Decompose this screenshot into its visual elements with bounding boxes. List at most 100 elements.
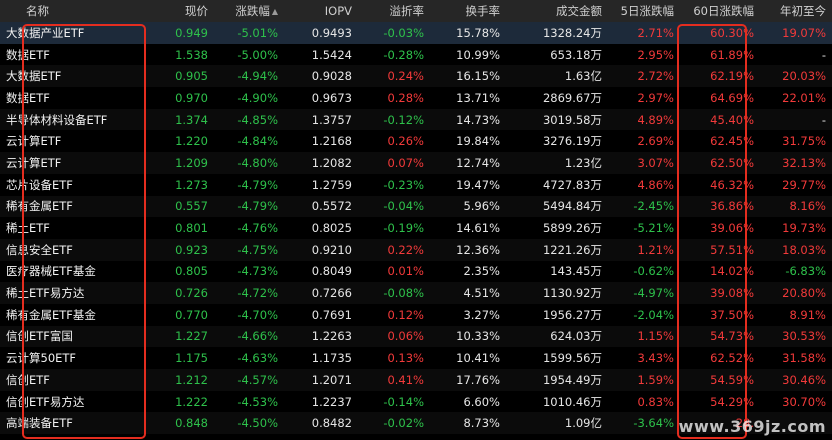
- cell-amount: 5899.26万: [542, 221, 602, 236]
- cell-ytd: -: [821, 112, 826, 127]
- table-row[interactable]: 数据ETF 1.538 -5.00% 1.5424 -0.28% 10.99% 653.18…: [0, 43, 832, 66]
- cell-iopv: 0.7691: [311, 307, 352, 322]
- cell-5day: 3.07%: [637, 155, 674, 170]
- cell-60day: 39.06%: [710, 221, 754, 236]
- table-row[interactable]: 信创ETF 1.212 -4.57% 1.2071 0.41% 17.76% 1954.49…: [0, 369, 832, 391]
- cell-60day: 57.51%: [710, 242, 754, 257]
- cell-ytd: 19.07%: [782, 25, 826, 40]
- cell-60day: 46.32%: [710, 177, 754, 192]
- table-row[interactable]: 云计算ETF 1.209 -4.80% 1.2082 0.07% 12.74% 1.23亿 3…: [0, 152, 832, 174]
- cell-price: 0.557: [175, 199, 208, 214]
- cell-60day: 62.19%: [710, 69, 754, 84]
- cell-change: -4.79%: [237, 177, 278, 192]
- cell-iopv: 0.9673: [311, 90, 352, 105]
- cell-60day: 54.29%: [710, 394, 754, 409]
- cell-turnover: 6.60%: [463, 394, 500, 409]
- table-row[interactable]: 云计算50ETF 1.175 -4.63% 1.1735 0.13% 10.41% 1599…: [0, 347, 832, 369]
- cell-name: 信创ETF: [6, 372, 50, 387]
- column-header-change[interactable]: 涨跌幅 ▲: [214, 0, 284, 22]
- table-row[interactable]: 稀土ETF 0.801 -4.76% 0.8025 -0.19% 14.61% 5899.2…: [0, 217, 832, 239]
- cell-change: -4.73%: [237, 264, 278, 279]
- table-body: 大数据产业ETF 0.949 -5.01% 0.9493 -0.03% 15.78% 132…: [0, 22, 832, 435]
- cell-60day: 36.86%: [710, 199, 754, 214]
- table-row[interactable]: 稀有金属ETF基金 0.770 -4.70% 0.7691 0.12% 3.27% 1956…: [0, 303, 832, 326]
- cell-iopv: 0.9210: [311, 242, 352, 257]
- cell-iopv: 1.5424: [311, 47, 352, 62]
- table-row[interactable]: 数据ETF 0.970 -4.90% 0.9673 0.28% 13.71% 2869.67…: [0, 87, 832, 109]
- cell-ytd: 8.91%: [789, 307, 826, 322]
- cell-iopv: 0.9028: [311, 69, 352, 84]
- cell-name: 稀土ETF易方达: [6, 286, 85, 301]
- column-header-60day[interactable]: 60日涨跌幅: [693, 4, 754, 18]
- cell-amount: 1328.24万: [542, 25, 602, 40]
- column-header-price[interactable]: 现价: [185, 4, 208, 18]
- column-header-ytd[interactable]: 年初至今: [780, 4, 826, 18]
- cell-name: 云计算ETF: [6, 155, 62, 170]
- table-row[interactable]: 稀有金属ETF 0.557 -4.79% 0.5572 -0.04% 5.96% 5494.…: [0, 195, 832, 218]
- cell-5day: 2.95%: [637, 47, 674, 62]
- cell-60day: 62.45%: [710, 134, 754, 149]
- cell-name: 信创ETF富国: [6, 329, 73, 344]
- cell-amount: 1130.92万: [542, 286, 602, 301]
- cell-amount: 5494.84万: [542, 199, 602, 214]
- table-row[interactable]: 半导体材料设备ETF 1.374 -4.85% 1.3757 -0.12% 14.73% 3…: [0, 108, 832, 131]
- cell-change: -4.70%: [237, 307, 278, 322]
- cell-name: 高端装备ETF: [6, 416, 73, 431]
- table-row[interactable]: 信息安全ETF 0.923 -4.75% 0.9210 0.22% 12.36% 1221.…: [0, 238, 832, 261]
- cell-turnover: 5.96%: [463, 199, 500, 214]
- cell-amount: 1599.56万: [542, 351, 602, 366]
- cell-amount: 624.03万: [550, 329, 602, 344]
- cell-premium: -0.02%: [383, 416, 424, 431]
- sort-up-triangle-icon: ▲: [271, 7, 278, 16]
- cell-price: 1.212: [175, 372, 208, 387]
- cell-premium: 0.28%: [387, 90, 424, 105]
- cell-premium: 0.01%: [387, 264, 424, 279]
- cell-price: 0.726: [175, 286, 208, 301]
- cell-60day: 39.08%: [710, 286, 754, 301]
- table-header-row: 名称 现价 涨跌幅 ▲ IOPV 溢折率 换手率 成交金额 5日涨跌幅 60日涨跌…: [0, 0, 832, 22]
- cell-name: 信创ETF易方达: [6, 394, 85, 409]
- cell-change: -4.76%: [237, 221, 278, 236]
- cell-name: 云计算ETF: [6, 134, 62, 149]
- cell-ytd: -: [821, 47, 826, 62]
- cell-change: -5.01%: [237, 25, 278, 40]
- table-row[interactable]: 大数据产业ETF 0.949 -5.01% 0.9493 -0.03% 15.78% 132…: [0, 22, 832, 44]
- cell-change: -5.00%: [237, 47, 278, 62]
- table-row[interactable]: 稀土ETF易方达 0.726 -4.72% 0.7266 -0.08% 4.51% 1130…: [0, 282, 832, 304]
- cell-amount: 1221.26万: [542, 242, 602, 257]
- cell-60day: 61.89%: [710, 47, 754, 62]
- cell-5day: 4.89%: [637, 112, 674, 127]
- cell-iopv: 1.2759: [311, 177, 352, 192]
- cell-turnover: 16.15%: [456, 69, 500, 84]
- cell-amount: 143.45万: [550, 264, 602, 279]
- cell-ytd: 30.46%: [782, 372, 826, 387]
- cell-ytd: 31.75%: [782, 134, 826, 149]
- column-header-premium[interactable]: 溢折率: [389, 4, 425, 18]
- table-row[interactable]: 芯片设备ETF 1.273 -4.79% 1.2759 -0.23% 19.47% 4727…: [0, 173, 832, 196]
- table-row[interactable]: 大数据ETF 0.905 -4.94% 0.9028 0.24% 16.15% 1.63亿 2…: [0, 65, 832, 88]
- cell-iopv: 1.3757: [311, 112, 352, 127]
- cell-change: -4.63%: [237, 351, 278, 366]
- cell-60day: 45.40%: [710, 112, 754, 127]
- cell-amount: 653.18万: [550, 47, 602, 62]
- cell-amount: 1010.46万: [542, 394, 602, 409]
- table-row[interactable]: 信创ETF富国 1.227 -4.66% 1.2263 0.06% 10.33% 624.0…: [0, 325, 832, 348]
- table-row[interactable]: 云计算ETF 1.220 -4.84% 1.2168 0.26% 19.84% 3276.1…: [0, 130, 832, 153]
- table-row[interactable]: 医疗器械ETF基金 0.805 -4.73% 0.8049 0.01% 2.35% 143.…: [0, 260, 832, 283]
- column-header-amount[interactable]: 成交金额: [556, 4, 602, 18]
- column-header-turnover[interactable]: 换手率: [465, 4, 501, 18]
- cell-60day: 14.02%: [710, 264, 754, 279]
- column-header-name[interactable]: 名称: [26, 4, 49, 18]
- table-row[interactable]: 信创ETF易方达 1.222 -4.53% 1.2237 -0.14% 6.60% 1010…: [0, 390, 832, 413]
- cell-name: 大数据ETF: [6, 69, 62, 84]
- column-header-iopv[interactable]: IOPV: [324, 4, 352, 18]
- cell-premium: 0.12%: [387, 307, 424, 322]
- cell-ytd: 19.73%: [782, 221, 826, 236]
- cell-amount: 1956.27万: [542, 307, 602, 322]
- cell-price: 1.374: [175, 112, 208, 127]
- column-header-5day[interactable]: 5日涨跌幅: [620, 4, 674, 18]
- cell-5day: 2.97%: [637, 90, 674, 105]
- table-row[interactable]: 高端装备ETF 0.848 -4.50% 0.8482 -0.02% 8.73% 1.09亿…: [0, 412, 832, 435]
- cell-iopv: 0.7266: [311, 286, 352, 301]
- cell-amount: 1.09亿: [564, 416, 602, 431]
